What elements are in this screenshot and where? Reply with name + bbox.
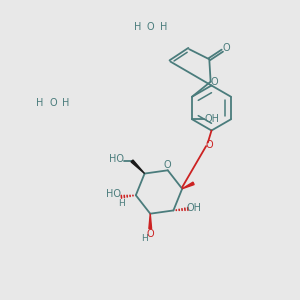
Text: HO: HO [110, 154, 124, 164]
Text: O: O [49, 98, 57, 109]
Text: O: O [147, 22, 154, 32]
Polygon shape [131, 160, 145, 174]
Polygon shape [149, 214, 152, 229]
Text: O: O [210, 77, 218, 87]
Text: H: H [142, 234, 148, 243]
Text: H: H [160, 22, 167, 32]
Text: O: O [164, 160, 172, 170]
Text: O: O [222, 43, 230, 53]
Text: H: H [36, 98, 43, 109]
Text: H: H [134, 22, 141, 32]
Text: O: O [146, 229, 154, 239]
Text: OH: OH [187, 203, 202, 213]
Text: OH: OH [204, 114, 219, 124]
Text: H: H [118, 199, 125, 208]
Polygon shape [182, 182, 194, 189]
Text: O: O [205, 140, 213, 150]
Text: H: H [62, 98, 70, 109]
Text: HO: HO [106, 189, 121, 200]
